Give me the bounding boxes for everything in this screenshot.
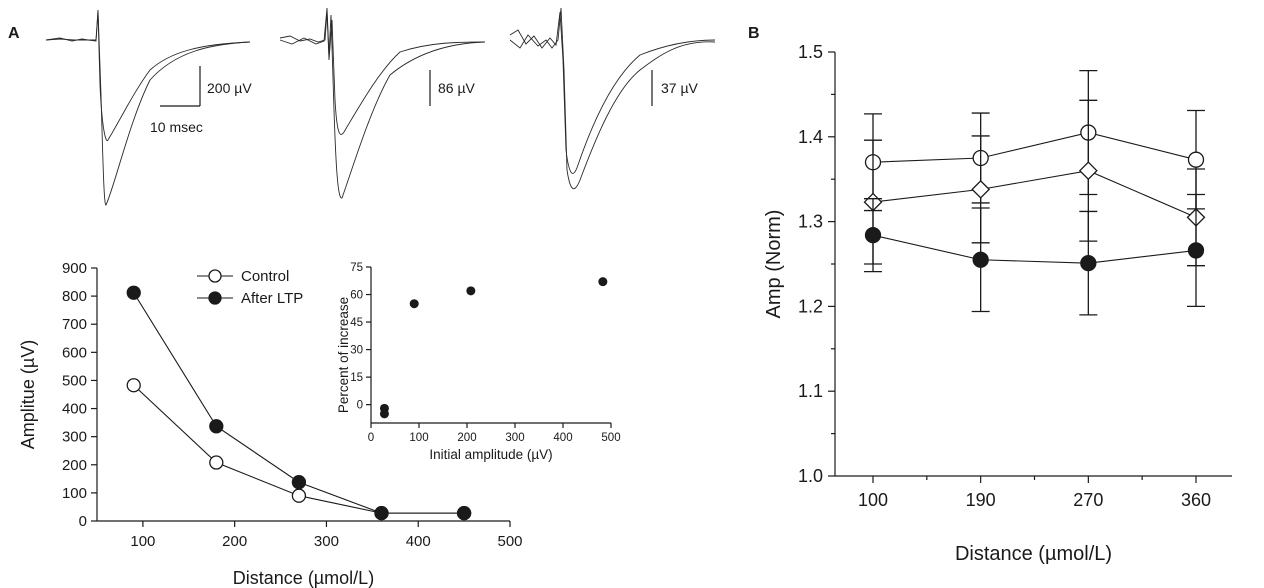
data-point: [291, 488, 307, 503]
inset-x-tick-label: 100: [409, 432, 428, 444]
x-tick-label: 300: [314, 533, 339, 550]
b-x-axis-title: Distance (µmol/L): [955, 543, 1112, 565]
panel-a-inset-chart: 0 15 30 45 60 75 0 100 200 300 400 500 Initial ampli…: [336, 262, 621, 462]
y-tick-label: 400: [62, 401, 87, 418]
inset-y-tick-label: 45: [350, 317, 363, 329]
y-tick-label: 100: [62, 485, 87, 502]
b-y-tick-label: 1.0: [798, 466, 823, 486]
legend-marker: [208, 291, 222, 305]
x-tick-label: 500: [497, 533, 522, 550]
inset-x-axis-title: Initial amplitude (µV): [429, 447, 552, 462]
panel-b-chart: 1.0 1.1 1.2 1.3 1.4 1.5 100 190 270 360 Distance (…: [763, 42, 1232, 565]
inset-data-point: [598, 277, 608, 287]
data-point: [126, 378, 141, 393]
y-tick-label: 300: [62, 429, 87, 446]
legend-marker: [208, 269, 222, 283]
b-series-line: [872, 234, 1197, 264]
b-y-tick-label: 1.5: [798, 42, 823, 62]
x-tick-label: 200: [222, 533, 247, 550]
b-x-tick-label: 190: [966, 490, 996, 510]
inset-x-tick-label: 0: [368, 432, 374, 444]
traces-group: 200 µV 10 msec 86 µV 37 µV: [45, 7, 716, 206]
trace-group-2: 86 µV: [279, 7, 486, 199]
y-tick-label: 700: [62, 316, 87, 333]
data-point: [209, 455, 224, 470]
inset-x-tick-label: 300: [505, 432, 524, 444]
b-data-point: [1187, 242, 1205, 259]
legend-label: Control: [241, 268, 289, 285]
b-data-point: [971, 179, 991, 199]
b-y-tick-label: 1.4: [798, 127, 823, 147]
inset-data-point: [466, 286, 476, 296]
x-tick-label: 400: [406, 533, 431, 550]
data-point: [126, 285, 141, 300]
inset-y-tick-label: 15: [350, 372, 363, 384]
trace-1-ltp: [45, 9, 251, 206]
y-tick-label: 900: [62, 260, 87, 277]
inset-data-point: [379, 409, 389, 419]
data-point: [374, 505, 389, 521]
y-tick-label: 600: [62, 344, 87, 361]
b-series-line: [872, 170, 1197, 218]
b-y-axis-title: Amp (Norm): [763, 210, 785, 319]
inset-y-tick-label: 0: [357, 400, 363, 412]
y-tick-label: 500: [62, 372, 87, 389]
b-data-point: [1187, 151, 1205, 168]
b-series-line: [872, 131, 1197, 163]
x-tick-label: 100: [130, 533, 155, 550]
data-point: [456, 505, 472, 521]
x-axis-title: Distance (µmol/L): [233, 568, 374, 588]
panel-label-b: B: [748, 25, 760, 42]
inset-data-point: [409, 299, 419, 309]
trace-3-control: [509, 11, 716, 174]
b-x-tick-label: 100: [858, 490, 888, 510]
panel-label-a: A: [8, 25, 20, 42]
b-x-tick-label: 360: [1181, 490, 1211, 510]
trace-2-ltp: [279, 7, 486, 199]
trace-group-1: 200 µV 10 msec: [45, 9, 252, 206]
trace-group-3: 37 µV: [509, 7, 716, 190]
b-data-point: [864, 227, 882, 244]
y-axis-title: Amplitue (µV): [18, 340, 38, 449]
inset-y-tick-label: 30: [350, 345, 363, 357]
b-data-point: [972, 251, 989, 268]
trace-2-control: [279, 11, 486, 135]
b-data-point: [1078, 161, 1098, 181]
scale-label-amp-3: 37 µV: [661, 80, 699, 96]
scale-label-amp-2: 86 µV: [438, 80, 476, 96]
inset-y-tick-label: 75: [350, 262, 363, 274]
scale-label-amp-1: 200 µV: [207, 80, 252, 96]
b-data-point: [1080, 255, 1097, 272]
inset-x-tick-label: 500: [601, 432, 620, 444]
y-tick-label: 0: [79, 513, 87, 530]
b-y-tick-label: 1.3: [798, 212, 823, 232]
data-point: [209, 419, 224, 434]
inset-x-tick-label: 400: [553, 432, 572, 444]
y-tick-label: 200: [62, 457, 87, 474]
inset-y-tick-label: 60: [350, 290, 363, 302]
trace-1-control: [45, 11, 251, 142]
inset-y-axis-title: Percent of increase: [336, 297, 351, 413]
data-point: [291, 475, 307, 490]
y-tick-label: 800: [62, 288, 87, 305]
legend-label: After LTP: [241, 290, 303, 307]
inset-x-tick-label: 200: [457, 432, 476, 444]
b-y-tick-label: 1.2: [798, 296, 823, 316]
scale-label-time-1: 10 msec: [150, 119, 203, 135]
trace-3-ltp: [509, 7, 716, 190]
b-y-tick-label: 1.1: [798, 381, 823, 401]
b-x-tick-label: 270: [1073, 490, 1103, 510]
